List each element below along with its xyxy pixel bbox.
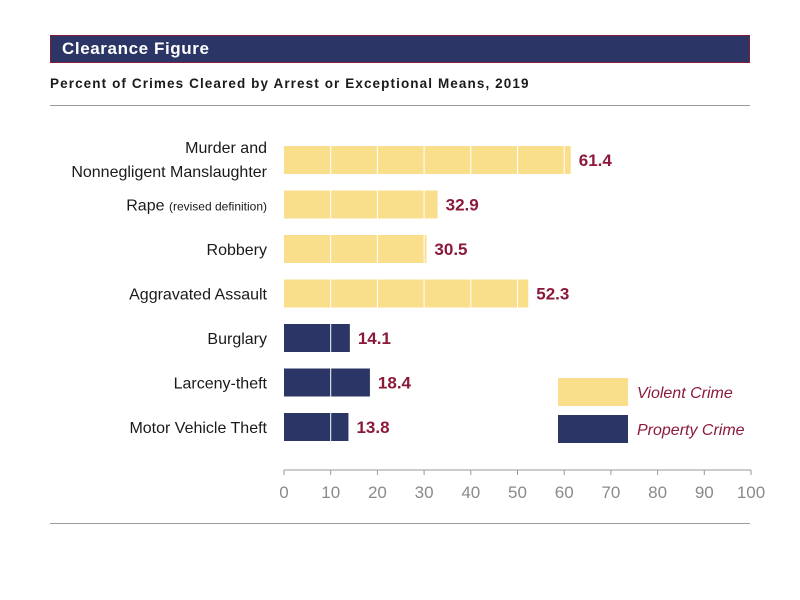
x-tick-label: 30 — [415, 483, 434, 502]
x-tick-label: 10 — [321, 483, 340, 502]
x-tick-label: 50 — [508, 483, 527, 502]
bar-value-label: 30.5 — [434, 240, 467, 259]
bar-value-label: 14.1 — [358, 329, 391, 348]
bar-property — [284, 324, 350, 352]
bar-property — [284, 368, 370, 397]
bar-violent — [284, 279, 529, 308]
category-label: Motor Vehicle Theft — [129, 420, 267, 437]
bar-value-label: 61.4 — [579, 151, 613, 170]
x-tick-label: 80 — [648, 483, 667, 502]
x-tick-label: 90 — [695, 483, 714, 502]
category-label: Aggravated Assault — [129, 287, 267, 304]
legend-swatch-property — [558, 415, 628, 443]
x-tick-label: 70 — [601, 483, 620, 502]
banner-title: Clearance Figure — [62, 39, 210, 58]
bar-violent — [284, 235, 427, 263]
x-tick-label: 100 — [737, 483, 765, 502]
category-label: Robbery — [207, 242, 267, 259]
bar-violent — [284, 190, 438, 219]
legend-label-violent: Violent Crime — [637, 385, 733, 402]
bar-value-label: 18.4 — [378, 374, 412, 393]
bar-property — [284, 413, 349, 441]
x-tick-label: 0 — [279, 483, 288, 502]
figure-banner: Clearance Figure — [50, 35, 750, 63]
bar-value-label: 13.8 — [356, 418, 389, 437]
category-label: Burglary — [207, 331, 267, 348]
category-label: Rape (revised definition) — [126, 198, 267, 215]
x-tick-label: 20 — [368, 483, 387, 502]
top-divider — [50, 105, 750, 106]
category-label: Nonnegligent Manslaughter — [71, 164, 267, 181]
x-tick-label: 40 — [461, 483, 480, 502]
x-tick-label: 60 — [555, 483, 574, 502]
legend-label-property: Property Crime — [637, 422, 745, 439]
category-label: Larceny-theft — [174, 376, 268, 393]
chart-subtitle: Percent of Crimes Cleared by Arrest or E… — [50, 76, 530, 91]
bar-violent — [284, 146, 571, 174]
legend-swatch-violent — [558, 378, 628, 406]
bar-value-label: 52.3 — [536, 285, 569, 304]
bar-value-label: 32.9 — [446, 196, 479, 215]
bottom-divider — [50, 523, 750, 524]
category-label: Murder and — [185, 140, 267, 157]
